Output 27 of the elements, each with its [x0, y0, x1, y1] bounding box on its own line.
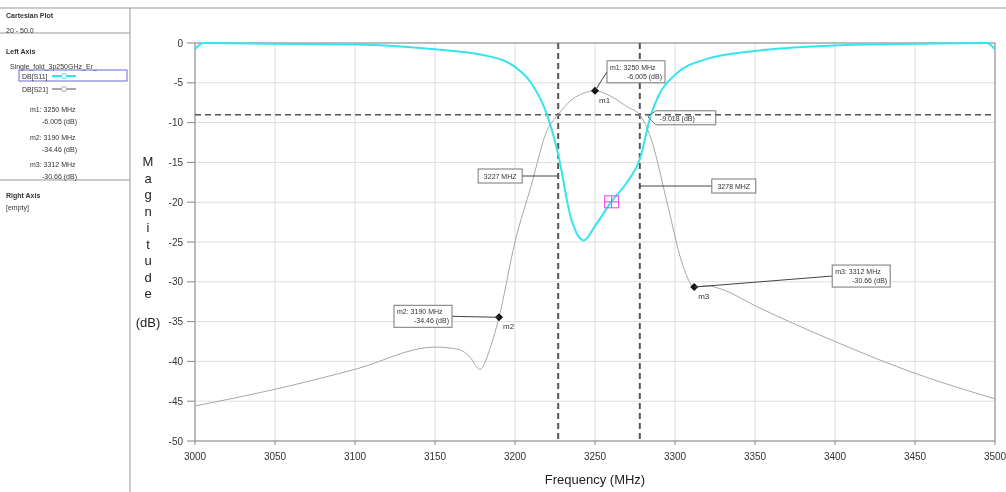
y-tick-label: -45	[168, 395, 184, 407]
x-tick-label: 3000	[183, 451, 207, 462]
y-tick-label: -40	[168, 355, 184, 367]
y-tick-label: -15	[168, 156, 184, 168]
y-tick-label: -5	[174, 77, 184, 89]
x-tick-label: 3250	[583, 451, 607, 462]
x-tick-label: 3450	[903, 451, 927, 462]
x-tick-label: 3350	[743, 451, 767, 462]
text: Magnitude (dB)	[135, 154, 161, 330]
y-tick-label: -30	[168, 276, 184, 288]
y-tick-label: -50	[168, 435, 184, 447]
x-tick-label: 3200	[503, 451, 527, 462]
annotation: m1	[599, 95, 611, 105]
x-tick-label: 3300	[663, 451, 687, 462]
y-tick-label: -35	[168, 316, 184, 328]
y-tick-label: 0	[177, 37, 184, 49]
x-tick-label: 3100	[343, 451, 367, 462]
y-tick-label: -10	[168, 117, 184, 129]
x-tick-label: 3050	[263, 451, 287, 462]
x-axis-title: Frequency (MHz)	[544, 472, 646, 487]
annotation: m3	[698, 292, 710, 302]
annotation: m2	[503, 322, 515, 332]
y-tick-label: -20	[168, 196, 184, 208]
x-tick-label: 3150	[423, 451, 447, 462]
x-tick-label: 3400	[823, 451, 847, 462]
x-tick-label: 3500	[983, 451, 1006, 462]
y-tick-label: -25	[168, 236, 184, 248]
